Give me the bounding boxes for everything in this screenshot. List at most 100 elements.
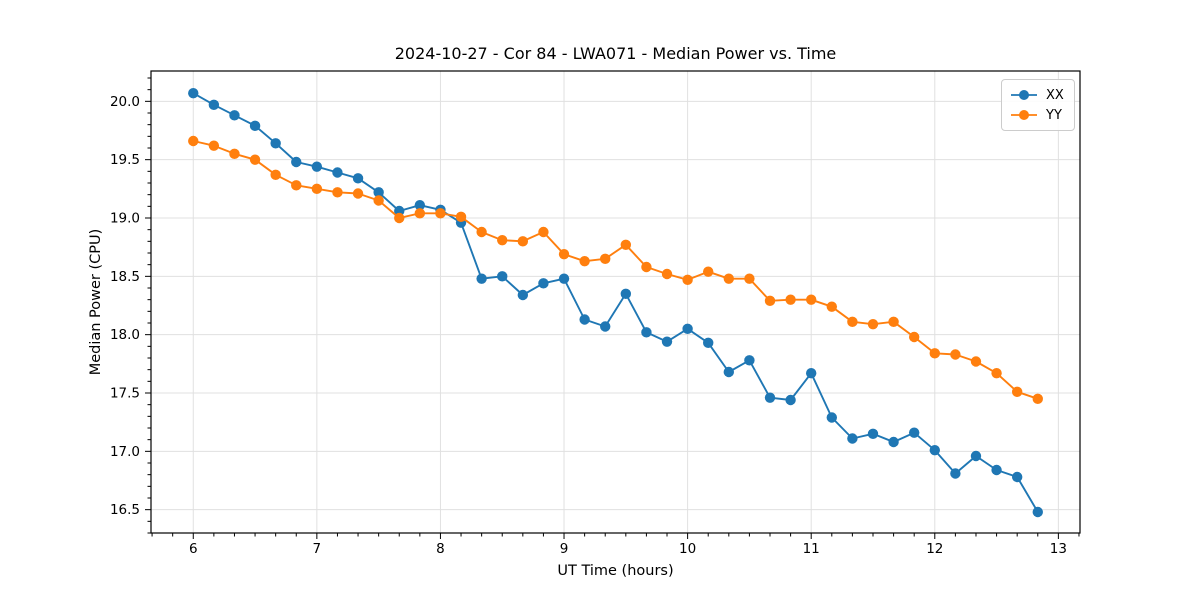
data-point [249, 154, 261, 165]
data-point [332, 167, 343, 178]
data-point [764, 392, 776, 403]
data-point [208, 140, 220, 151]
x-tick-label: 10 [679, 541, 696, 557]
x-tick-label: 12 [926, 541, 943, 557]
x-tick-label: 6 [189, 541, 198, 557]
data-point [929, 348, 940, 359]
data-point [517, 236, 529, 247]
data-point [950, 349, 961, 360]
data-point [352, 173, 364, 184]
data-point [847, 433, 858, 444]
data-point [641, 327, 652, 338]
y-tick-label: 16.5 [110, 502, 140, 518]
data-point [1011, 471, 1023, 483]
data-point [805, 294, 817, 305]
data-point [785, 294, 796, 305]
legend-label-yy: YY [1046, 107, 1062, 123]
data-point [661, 268, 673, 280]
data-point [703, 266, 714, 277]
data-point [455, 211, 467, 223]
data-point [208, 99, 220, 111]
x-tick-label: 9 [560, 541, 569, 557]
legend-item-yy: YY [1009, 105, 1066, 125]
y-tick-label: 20.0 [110, 94, 140, 110]
data-point [373, 195, 384, 206]
data-point [970, 450, 982, 462]
data-point [497, 271, 508, 282]
y-tick-label: 19.0 [110, 211, 140, 227]
data-point [600, 253, 611, 265]
data-point [723, 366, 735, 378]
data-point [188, 87, 199, 99]
data-point [476, 226, 487, 238]
y-tick-label: 19.5 [110, 152, 140, 168]
data-point [908, 331, 920, 343]
data-point [538, 278, 549, 289]
data-point [291, 180, 302, 191]
data-point [661, 336, 673, 347]
legend-line-yy-icon [1011, 110, 1037, 120]
data-point [682, 323, 693, 335]
data-point [888, 436, 899, 448]
y-tick-label: 17.0 [110, 444, 140, 460]
data-point [723, 273, 735, 284]
data-point [620, 288, 632, 300]
tick-labels: 6 7 8 9 10 11 12 13 16.5 17.0 17.5 18.0 18.5 19.0 19.5… [110, 94, 1067, 557]
data-point [1032, 506, 1043, 518]
data-point [579, 314, 590, 325]
data-point [908, 427, 920, 438]
data-point [352, 188, 364, 199]
data-point [1032, 393, 1043, 405]
data-point [600, 321, 611, 332]
x-axis-label: UT Time (hours) [557, 563, 674, 579]
data-point [826, 301, 838, 312]
data-point [991, 464, 1002, 476]
data-point [929, 444, 940, 456]
data-point [229, 110, 240, 121]
gridlines [151, 71, 1080, 533]
data-point [311, 161, 323, 172]
data-point [785, 394, 796, 406]
data-point [476, 273, 487, 284]
data-point [950, 468, 961, 479]
data-point [805, 367, 817, 379]
series-line-xx [192, 92, 1039, 513]
data-point [826, 412, 838, 423]
series-yy [188, 135, 1043, 405]
data-point [435, 208, 446, 219]
y-tick-label: 18.0 [110, 327, 140, 343]
data-point [744, 355, 755, 366]
data-point [497, 234, 508, 246]
data-point [744, 273, 755, 284]
data-point [847, 316, 858, 328]
data-point [332, 187, 343, 198]
data-point [579, 255, 590, 267]
data-point [394, 212, 405, 224]
data-point [270, 138, 281, 149]
data-point [538, 226, 549, 238]
data-point [867, 428, 879, 440]
data-point [558, 273, 570, 284]
data-point [620, 239, 632, 251]
y-tick-label: 18.5 [110, 269, 140, 285]
data-point [291, 156, 302, 168]
data-point [970, 356, 982, 367]
legend-line-xx-icon [1011, 90, 1037, 100]
x-tick-label: 7 [313, 541, 322, 557]
data-point [867, 318, 879, 330]
data-point [270, 169, 281, 181]
legend: XX YY [1001, 79, 1075, 131]
data-point [888, 316, 899, 328]
chart-title: 2024-10-27 - Cor 84 - LWA071 - Median Po… [394, 44, 837, 63]
x-tick-label: 11 [803, 541, 820, 557]
axis-ticks [145, 77, 1080, 539]
data-point [373, 187, 384, 198]
legend-label-xx: XX [1046, 87, 1064, 103]
legend-item-xx: XX [1009, 85, 1066, 105]
data-point [991, 367, 1002, 379]
data-point [311, 183, 323, 195]
y-tick-label: 17.5 [110, 386, 140, 402]
data-point [682, 274, 693, 286]
